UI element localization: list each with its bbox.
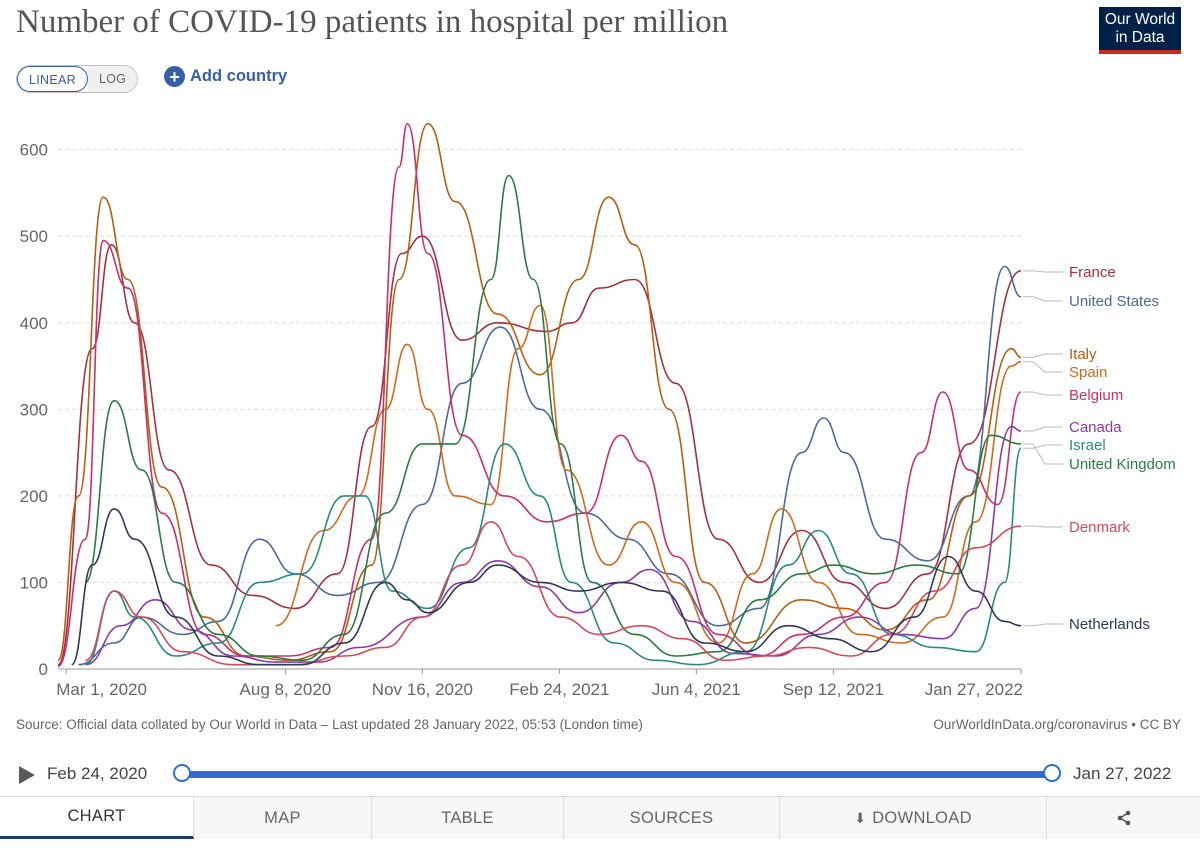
tab-table[interactable]: TABLE xyxy=(372,797,564,839)
logo-line-1: Our World xyxy=(1104,11,1176,28)
tab-bar: CHART MAP TABLE SOURCES ⬇ DOWNLOAD xyxy=(0,796,1200,839)
legend-label: France xyxy=(1069,264,1116,281)
y-tick-label: 600 xyxy=(20,141,48,160)
timeline-start-handle[interactable] xyxy=(173,764,191,782)
legend-connector xyxy=(1023,296,1063,302)
series-line-italy xyxy=(57,122,1022,662)
x-tick-label: Jan 27, 2022 xyxy=(925,680,1023,699)
legend-label: Spain xyxy=(1069,364,1107,381)
log-scale-button[interactable]: LOG xyxy=(87,66,138,92)
legend-connector xyxy=(1023,443,1063,465)
legend-label: Belgium xyxy=(1069,387,1123,404)
timeline-end-label: Jan 27, 2022 xyxy=(1073,764,1172,783)
scale-toggle: LINEAR LOG xyxy=(16,65,139,93)
x-tick-label: Aug 8, 2020 xyxy=(240,680,332,699)
share-button[interactable] xyxy=(1047,797,1200,839)
timeline: Feb 24, 2020 Jan 27, 2022 xyxy=(0,758,1200,792)
series-line-united-states xyxy=(78,265,1022,666)
chart-title: Number of COVID-19 patients in hospital … xyxy=(16,4,729,40)
legend-label: Denmark xyxy=(1069,519,1130,536)
series-line-canada xyxy=(85,425,1022,666)
legend-connector xyxy=(1023,426,1063,432)
logo-line-2: in Data xyxy=(1115,29,1165,46)
y-tick-label: 0 xyxy=(39,660,48,679)
series-line-israel xyxy=(85,443,1022,666)
linear-scale-button[interactable]: LINEAR xyxy=(17,66,88,92)
tab-download[interactable]: ⬇ DOWNLOAD xyxy=(780,797,1047,839)
timeline-end-handle[interactable] xyxy=(1043,764,1061,782)
legend-label: Canada xyxy=(1069,419,1122,436)
line-chart: Mar 1, 2020 Aug 8, 2020 Nov 16, 2020 Feb 24… xyxy=(20,122,1176,699)
share-icon xyxy=(1117,810,1130,826)
series-line-spain xyxy=(275,304,1022,644)
series-line-france xyxy=(57,235,1022,666)
owid-logo[interactable]: Our World in Data xyxy=(1099,7,1181,54)
legend-label: Netherlands xyxy=(1069,616,1150,633)
source-note: Source: Official data collated by Our Wo… xyxy=(16,717,643,732)
legend-label: Italy xyxy=(1069,346,1097,363)
x-axis: Mar 1, 2020 Aug 8, 2020 Nov 16, 2020 Feb 24… xyxy=(56,669,1023,699)
x-tick-label: Feb 24, 2021 xyxy=(509,680,609,699)
add-country-label: Add country xyxy=(190,67,288,85)
y-tick-label: 300 xyxy=(20,400,48,419)
legend-connector xyxy=(1023,391,1063,396)
y-tick-label: 400 xyxy=(20,314,48,333)
y-axis: 0 100 200 300 400 500 600 xyxy=(20,141,48,679)
legend-label: Israel xyxy=(1069,437,1106,454)
source-link[interactable]: OurWorldInData.org/coronavirus • CC BY xyxy=(933,717,1181,732)
legend-label: United States xyxy=(1069,293,1159,310)
series-line-united-kingdom xyxy=(84,174,1022,662)
x-tick-label: Sep 12, 2021 xyxy=(783,680,884,699)
download-label: DOWNLOAD xyxy=(872,808,972,827)
y-tick-label: 100 xyxy=(20,573,48,592)
plus-icon: + xyxy=(164,66,185,87)
y-tick-label: 200 xyxy=(20,487,48,506)
timeline-start-label: Feb 24, 2020 xyxy=(47,764,148,783)
x-tick-label: Mar 1, 2020 xyxy=(56,680,147,699)
grid-layer xyxy=(58,149,1021,670)
download-icon: ⬇ xyxy=(854,809,867,826)
legend-connector xyxy=(1023,353,1063,358)
legend-connector xyxy=(1023,623,1063,627)
x-tick-label: Jun 4, 2021 xyxy=(652,680,741,699)
legend-connector xyxy=(1023,525,1063,528)
tab-map[interactable]: MAP xyxy=(194,797,372,839)
x-tick-label: Nov 16, 2020 xyxy=(372,680,473,699)
play-icon[interactable] xyxy=(19,766,35,784)
y-tick-label: 500 xyxy=(20,227,48,246)
series-line-netherlands xyxy=(70,508,1022,666)
legend-connector xyxy=(1023,270,1063,273)
legend-connector xyxy=(1023,444,1063,449)
tab-chart[interactable]: CHART xyxy=(0,797,194,839)
lines-layer xyxy=(57,122,1022,668)
legend-connector xyxy=(1023,361,1063,373)
tab-sources[interactable]: SOURCES xyxy=(564,797,780,839)
add-country-button[interactable]: + Add country xyxy=(164,66,287,87)
timeline-track[interactable] xyxy=(182,771,1052,778)
legend-label: United Kingdom xyxy=(1069,456,1176,473)
